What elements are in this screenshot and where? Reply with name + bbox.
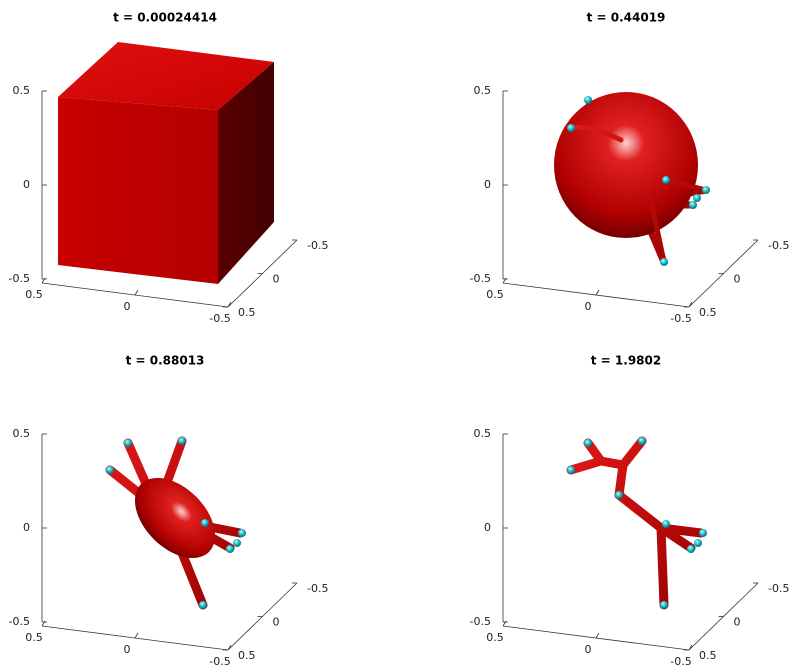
sphere-shape bbox=[554, 92, 710, 266]
x-tick-label: 0.5 bbox=[486, 631, 504, 644]
x-tick bbox=[502, 620, 507, 627]
chart-title: t = 1.9802 bbox=[591, 354, 661, 368]
z-tick-label: -0.5 bbox=[9, 272, 30, 285]
z-tick-label: 0.5 bbox=[13, 84, 31, 97]
chart-title: t = 0.00024414 bbox=[113, 11, 217, 25]
x-tick-label: 0 bbox=[585, 643, 592, 656]
x-tick-label: 0.5 bbox=[25, 288, 43, 301]
tree-shape bbox=[566, 436, 707, 610]
y-tick-label: -0.5 bbox=[307, 582, 328, 595]
z-tick-label: -0.5 bbox=[470, 615, 491, 628]
z-tick-label: 0.5 bbox=[13, 427, 31, 440]
z-tick-label: 0 bbox=[23, 178, 30, 191]
x-tick bbox=[134, 289, 139, 296]
y-tick-label: -0.5 bbox=[768, 582, 789, 595]
x-tick bbox=[595, 632, 600, 639]
x-tick-label: -0.5 bbox=[670, 655, 691, 668]
x-tick-label: 0 bbox=[585, 300, 592, 313]
y-tick-label: -0.5 bbox=[307, 239, 328, 252]
x-tick-label: 0.5 bbox=[486, 288, 504, 301]
y-tick-label: 0.5 bbox=[699, 306, 717, 319]
z-tick-label: 0 bbox=[484, 521, 491, 534]
x-tick bbox=[595, 289, 600, 296]
z-tick-label: 0 bbox=[484, 178, 491, 191]
x-tick-label: 0 bbox=[124, 300, 131, 313]
x-tick-label: -0.5 bbox=[209, 655, 230, 668]
y-tick-label: 0.5 bbox=[238, 649, 256, 662]
x-tick bbox=[502, 277, 507, 284]
z-tick-label: 0 bbox=[23, 521, 30, 534]
y-tick-label: 0.5 bbox=[238, 306, 256, 319]
x-tick bbox=[41, 620, 46, 627]
chart-title: t = 0.44019 bbox=[587, 11, 666, 25]
x-tick bbox=[41, 277, 46, 284]
y-tick-label: -0.5 bbox=[768, 239, 789, 252]
z-tick-label: 0.5 bbox=[474, 84, 492, 97]
y-tick-label: 0 bbox=[273, 616, 280, 629]
y-tick-label: 0 bbox=[734, 616, 741, 629]
x-tick bbox=[134, 632, 139, 639]
y-tick-label: 0 bbox=[273, 273, 280, 286]
x-tick-label: -0.5 bbox=[209, 312, 230, 325]
x-tick-label: -0.5 bbox=[670, 312, 691, 325]
z-tick-label: -0.5 bbox=[470, 272, 491, 285]
y-tick-label: 0 bbox=[734, 273, 741, 286]
cube-shape bbox=[58, 42, 274, 284]
blob-shape bbox=[105, 436, 246, 610]
chart-title: t = 0.88013 bbox=[126, 354, 205, 368]
z-tick-label: 0.5 bbox=[474, 427, 492, 440]
z-tick-label: -0.5 bbox=[9, 615, 30, 628]
y-tick-label: 0.5 bbox=[699, 649, 717, 662]
x-tick-label: 0.5 bbox=[25, 631, 43, 644]
x-tick-label: 0 bbox=[124, 643, 131, 656]
